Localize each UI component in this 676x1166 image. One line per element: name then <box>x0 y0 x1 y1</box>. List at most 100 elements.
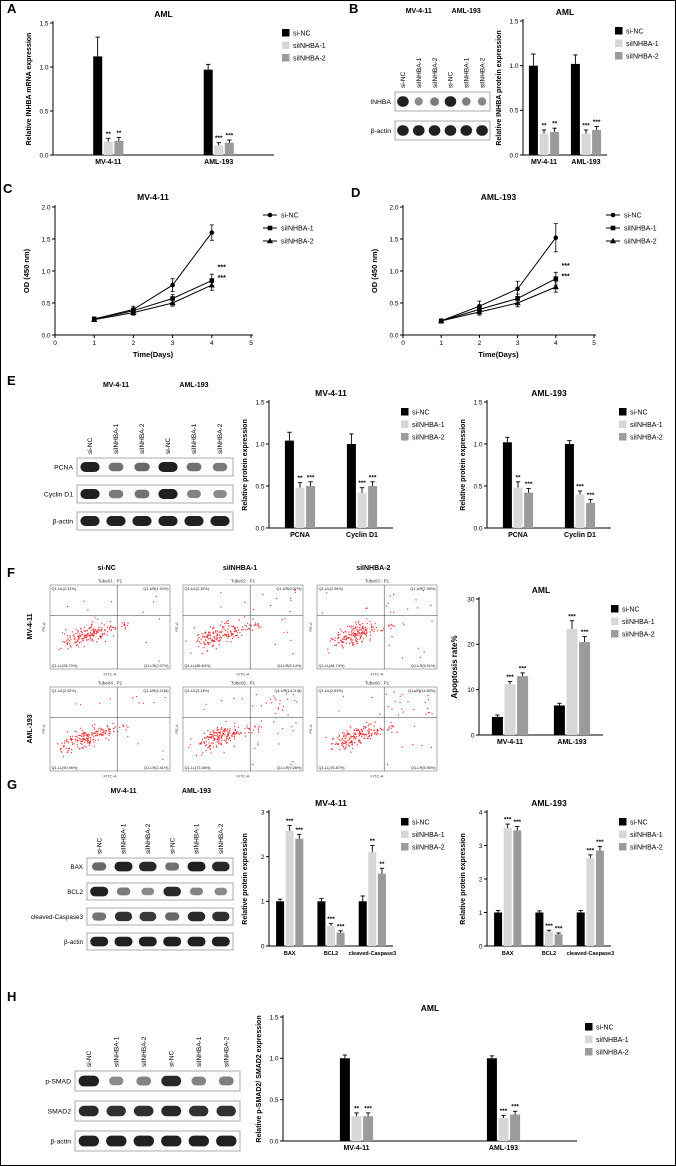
flow-dot <box>91 634 94 637</box>
protein-band <box>109 1076 124 1086</box>
lane-label: siINHBA-1 <box>121 823 128 854</box>
flow-dot <box>110 600 113 603</box>
legend-label: si-NC <box>630 410 648 417</box>
flow-dot <box>342 739 345 741</box>
flow-dot <box>228 734 230 736</box>
flow-dot <box>345 735 347 738</box>
bar-siINHBA-2 <box>586 502 596 528</box>
protein-band <box>133 1105 154 1117</box>
flow-dot <box>213 639 216 642</box>
flow-dot <box>416 607 418 609</box>
bar-si-NC <box>346 444 356 528</box>
flow-dot <box>70 738 73 740</box>
marker-square <box>515 296 520 301</box>
flow-dot <box>292 760 294 762</box>
flow-dot <box>70 751 73 753</box>
flow-dot <box>101 733 103 735</box>
flow-scatter: Tube05 : P1 PE-A FITC-A Q1-UL(3.13%) Q1-UR(1… <box>174 680 304 778</box>
y-axis-label: OD (450 nm) <box>22 248 31 293</box>
flow-dot <box>353 736 356 739</box>
flow-dot <box>396 731 398 733</box>
flow-dot <box>199 742 201 745</box>
flow-dot <box>94 732 96 734</box>
flow-dot <box>227 733 229 736</box>
flow-dot <box>201 652 204 655</box>
flow-dot <box>221 726 223 728</box>
flow-dot <box>77 637 80 639</box>
sig-label: *** <box>587 847 595 854</box>
flow-dot <box>365 630 368 632</box>
flow-dot <box>241 731 243 734</box>
flow-dot <box>361 733 363 735</box>
flow-dot <box>376 729 378 731</box>
flow-dot <box>401 657 403 659</box>
flow-dot <box>87 737 89 739</box>
protein-band <box>80 462 100 472</box>
flow-dot <box>343 638 345 641</box>
flow-dot <box>69 643 71 645</box>
flow-dot <box>211 734 213 737</box>
flow-dot <box>221 621 223 623</box>
flow-dot <box>71 743 74 745</box>
flow-dot <box>91 724 94 726</box>
flow-dot <box>213 641 215 643</box>
category-label: PCNA <box>290 532 310 539</box>
flow-dot <box>217 731 220 733</box>
y-axis-label: Relative p-SMAD2/ SMAD2 expression <box>256 1015 263 1142</box>
flow-dot <box>230 739 232 741</box>
flow-dot <box>66 635 68 637</box>
flow-dot <box>79 635 81 637</box>
y-tick-label: 0.5 <box>39 108 48 115</box>
sig-label: *** <box>562 274 570 281</box>
line-chart: 0.0 0.5 1.0 1.5 2.0 0 1 2 3 4 5 AML-193 OD (450 nm) T… <box>370 192 657 359</box>
flow-dot <box>108 729 110 731</box>
flow-dot <box>164 690 166 692</box>
flow-dot <box>224 733 226 735</box>
bar-siINHBA-2 <box>377 873 386 946</box>
flow-dot <box>214 638 217 640</box>
protein-band <box>187 911 206 922</box>
legend-label: siINHBA-1 <box>626 41 659 48</box>
flow-dot <box>67 739 69 742</box>
protein-band <box>78 1105 99 1117</box>
flow-title: Tube02 : P1 <box>231 579 256 584</box>
flow-dot <box>214 734 216 736</box>
flow-dot <box>365 635 367 637</box>
blot-strip <box>86 857 234 876</box>
flow-dot <box>224 730 226 733</box>
flow-dot <box>231 634 233 636</box>
y-tick-label: 0.0 <box>269 1138 278 1145</box>
flow-col-header: siINHBA-2 <box>356 565 391 572</box>
flow-dot <box>387 705 389 707</box>
bar-siINHBA-2 <box>336 932 345 946</box>
flow-dot <box>278 742 281 745</box>
flow-dot <box>94 734 97 736</box>
flow-dot <box>198 645 200 648</box>
flow-dot <box>334 743 336 745</box>
flow-dot <box>216 745 218 748</box>
flow-dot <box>207 735 209 737</box>
flow-dot <box>90 627 92 629</box>
bar-si-NC <box>276 901 285 946</box>
flow-dot <box>258 627 261 629</box>
protein-band <box>114 861 133 872</box>
flow-dot <box>209 632 212 634</box>
flow-dot <box>92 732 94 734</box>
flow-dot <box>89 740 91 742</box>
panel-a-mrna-chart: 0.0 0.5 1.0 1.5 AML Relative INHBA mRNA expre… <box>23 7 348 175</box>
flow-dot <box>77 734 80 736</box>
series-line-si-NC <box>94 232 213 320</box>
flow-dot <box>333 637 336 639</box>
flow-dot <box>93 726 95 728</box>
legend-label: si-NC <box>281 213 299 220</box>
flow-dot <box>75 702 77 705</box>
y-tick-label: 2 <box>479 876 483 883</box>
protein-band <box>90 936 109 947</box>
quad-lr-label: Q1-LR(9.28%) <box>277 766 302 770</box>
flow-dot <box>234 628 236 630</box>
flow-dot <box>74 738 77 740</box>
chart-title: AML <box>532 585 550 595</box>
flow-dot <box>158 618 161 620</box>
x-tick-label: 0 <box>401 340 405 347</box>
y-tick-label: 0.0 <box>509 152 518 159</box>
